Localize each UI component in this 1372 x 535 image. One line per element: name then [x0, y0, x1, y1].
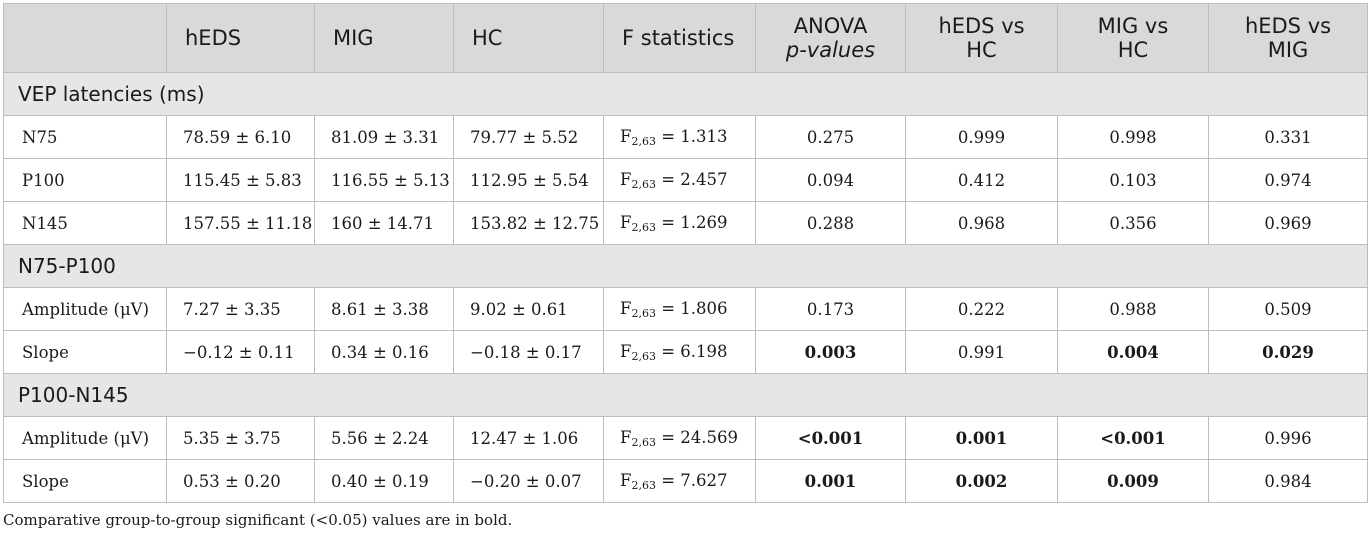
table-container: hEDS MIG HC F statistics ANOVA p-values h… — [3, 3, 1368, 529]
table-row: P100 115.45 ± 5.83 116.55 ± 5.13 112.95 … — [3, 158, 1368, 202]
table-row: Slope −0.12 ± 0.11 0.34 ± 0.16 −0.18 ± 0… — [3, 330, 1368, 374]
heds-vs-hc-cell: 0.002 — [905, 459, 1058, 503]
table-row: N145 157.55 ± 11.18 160 ± 14.71 153.82 ±… — [3, 201, 1368, 245]
heds-vs-mig-cell: 0.331 — [1208, 115, 1368, 159]
header-cell-heds-vs-hc: hEDS vs HC — [905, 3, 1058, 73]
anova-cell: 0.001 — [755, 459, 906, 503]
section-row: VEP latencies (ms) — [3, 72, 1368, 116]
f-statistic-cell: F2,63 = 1.806 — [603, 287, 756, 331]
mig-vs-hc-cell: 0.356 — [1057, 201, 1209, 245]
section-row: N75-P100 — [3, 244, 1368, 288]
hc-cell: 153.82 ± 12.75 — [453, 201, 604, 245]
table-row: Slope 0.53 ± 0.20 0.40 ± 0.19 −0.20 ± 0.… — [3, 459, 1368, 503]
f-statistic-cell: F2,63 = 7.627 — [603, 459, 756, 503]
header-cell-mig-vs-hc: MIG vs HC — [1057, 3, 1209, 73]
heds-cell: 157.55 ± 11.18 — [166, 201, 315, 245]
mig-cell: 5.56 ± 2.24 — [314, 416, 454, 460]
row-label: N75 — [3, 115, 167, 159]
f-statistic-cell: F2,63 = 2.457 — [603, 158, 756, 202]
header-cell-heds-vs-mig: hEDS vs MIG — [1208, 3, 1368, 73]
header-cell-heds: hEDS — [166, 3, 315, 73]
header-cell-empty — [3, 3, 167, 73]
anova-cell: <0.001 — [755, 416, 906, 460]
hc-cell: 12.47 ± 1.06 — [453, 416, 604, 460]
table-row: Amplitude (μV) 7.27 ± 3.35 8.61 ± 3.38 9… — [3, 287, 1368, 331]
mig-cell: 116.55 ± 5.13 — [314, 158, 454, 202]
mig-cell: 8.61 ± 3.38 — [314, 287, 454, 331]
section-row: P100-N145 — [3, 373, 1368, 417]
anova-cell: 0.094 — [755, 158, 906, 202]
heds-cell: 78.59 ± 6.10 — [166, 115, 315, 159]
hc-cell: 9.02 ± 0.61 — [453, 287, 604, 331]
header-cell-hc: HC — [453, 3, 604, 73]
mig-vs-hc-cell: 0.988 — [1057, 287, 1209, 331]
row-label: P100 — [3, 158, 167, 202]
heds-vs-hc-cell: 0.001 — [905, 416, 1058, 460]
heds-cell: 5.35 ± 3.75 — [166, 416, 315, 460]
row-label: N145 — [3, 201, 167, 245]
mig-vs-hc-cell: <0.001 — [1057, 416, 1209, 460]
heds-vs-mig-cell: 0.509 — [1208, 287, 1368, 331]
heds-vs-hc-cell: 0.991 — [905, 330, 1058, 374]
hc-cell: 79.77 ± 5.52 — [453, 115, 604, 159]
table-row: N75 78.59 ± 6.10 81.09 ± 3.31 79.77 ± 5.… — [3, 115, 1368, 159]
heds-vs-hc-cell: 0.222 — [905, 287, 1058, 331]
heds-vs-mig-cell: 0.996 — [1208, 416, 1368, 460]
mig-vs-hc-cell: 0.103 — [1057, 158, 1209, 202]
section-title: VEP latencies (ms) — [3, 72, 1368, 116]
heds-cell: 0.53 ± 0.20 — [166, 459, 315, 503]
section-title: P100-N145 — [3, 373, 1368, 417]
row-label: Amplitude (μV) — [3, 287, 167, 331]
mig-vs-hc-cell: 0.004 — [1057, 330, 1209, 374]
mig-vs-hc-cell: 0.009 — [1057, 459, 1209, 503]
table-row: Amplitude (μV) 5.35 ± 3.75 5.56 ± 2.24 1… — [3, 416, 1368, 460]
f-statistic-cell: F2,63 = 24.569 — [603, 416, 756, 460]
heds-vs-mig-cell: 0.969 — [1208, 201, 1368, 245]
section-title: N75-P100 — [3, 244, 1368, 288]
heds-vs-hc-cell: 0.999 — [905, 115, 1058, 159]
heds-vs-mig-cell: 0.029 — [1208, 330, 1368, 374]
heds-vs-mig-cell: 0.984 — [1208, 459, 1368, 503]
hc-cell: 112.95 ± 5.54 — [453, 158, 604, 202]
header-cell-anova: ANOVA p-values — [755, 3, 906, 73]
hc-cell: −0.18 ± 0.17 — [453, 330, 604, 374]
heds-vs-mig-cell: 0.974 — [1208, 158, 1368, 202]
mig-cell: 160 ± 14.71 — [314, 201, 454, 245]
anova-cell: 0.288 — [755, 201, 906, 245]
anova-cell: 0.003 — [755, 330, 906, 374]
header-row: hEDS MIG HC F statistics ANOVA p-values h… — [3, 3, 1368, 73]
mig-cell: 0.34 ± 0.16 — [314, 330, 454, 374]
anova-cell: 0.173 — [755, 287, 906, 331]
mig-cell: 0.40 ± 0.19 — [314, 459, 454, 503]
heds-cell: 115.45 ± 5.83 — [166, 158, 315, 202]
heds-cell: 7.27 ± 3.35 — [166, 287, 315, 331]
f-statistic-cell: F2,63 = 1.313 — [603, 115, 756, 159]
vep-results-table: hEDS MIG HC F statistics ANOVA p-values h… — [3, 3, 1368, 503]
heds-cell: −0.12 ± 0.11 — [166, 330, 315, 374]
row-label: Slope — [3, 330, 167, 374]
heds-vs-hc-cell: 0.412 — [905, 158, 1058, 202]
anova-cell: 0.275 — [755, 115, 906, 159]
header-cell-mig: MIG — [314, 3, 454, 73]
f-statistic-cell: F2,63 = 6.198 — [603, 330, 756, 374]
f-statistic-cell: F2,63 = 1.269 — [603, 201, 756, 245]
header-cell-f-statistics: F statistics — [603, 3, 756, 73]
heds-vs-hc-cell: 0.968 — [905, 201, 1058, 245]
row-label: Slope — [3, 459, 167, 503]
mig-cell: 81.09 ± 3.31 — [314, 115, 454, 159]
hc-cell: −0.20 ± 0.07 — [453, 459, 604, 503]
row-label: Amplitude (μV) — [3, 416, 167, 460]
mig-vs-hc-cell: 0.998 — [1057, 115, 1209, 159]
table-footnote: Comparative group-to-group significant (… — [3, 511, 513, 529]
